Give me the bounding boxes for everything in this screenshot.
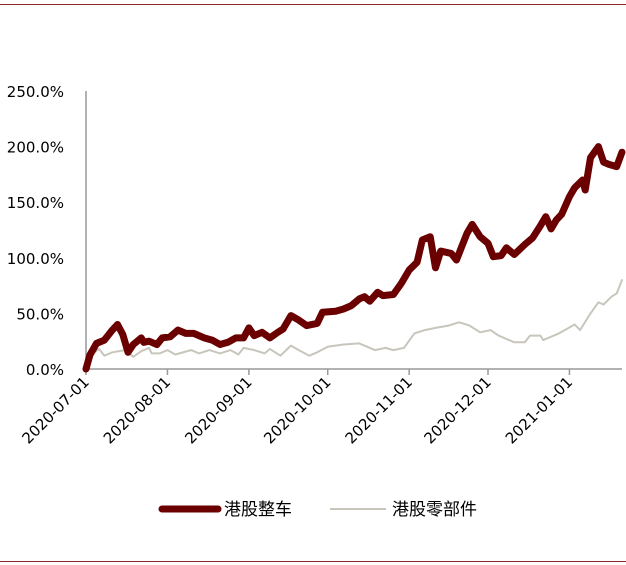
x-tick-label: 2020-09-01 — [181, 373, 255, 447]
x-tick-label: 2020-08-01 — [100, 373, 174, 447]
bottom-border — [0, 561, 626, 562]
y-tick-label: 100.0% — [7, 250, 64, 268]
y-tick-label: 250.0% — [7, 83, 64, 101]
y-axis: 0.0% 50.0% 100.0% 150.0% 200.0% 250.0% — [7, 83, 87, 379]
series-lines — [82, 143, 626, 373]
series-line-1 — [85, 279, 623, 370]
top-border — [0, 4, 626, 5]
y-tick-label: 50.0% — [16, 305, 64, 323]
y-tick-label: 150.0% — [7, 194, 64, 212]
legend: 港股整车 港股零部件 — [158, 500, 477, 520]
y-tick-label: 0.0% — [26, 361, 64, 379]
legend-label-series-0: 港股整车 — [224, 500, 292, 520]
x-tick-label: 2020-07-01 — [18, 373, 92, 447]
x-tick-label: 2020-11-01 — [342, 373, 416, 447]
x-tick-label: 2020-10-01 — [260, 373, 334, 447]
legend-label-series-1: 港股零部件 — [392, 500, 477, 520]
x-axis: 2020-07-01 2020-08-01 2020-09-01 2020-10-01… — [18, 368, 622, 447]
series-line-0 — [82, 143, 626, 373]
x-tick-label: 2021-01-01 — [502, 373, 576, 447]
y-tick-label: 200.0% — [7, 139, 64, 157]
x-tick-label: 2020-12-01 — [420, 373, 494, 447]
